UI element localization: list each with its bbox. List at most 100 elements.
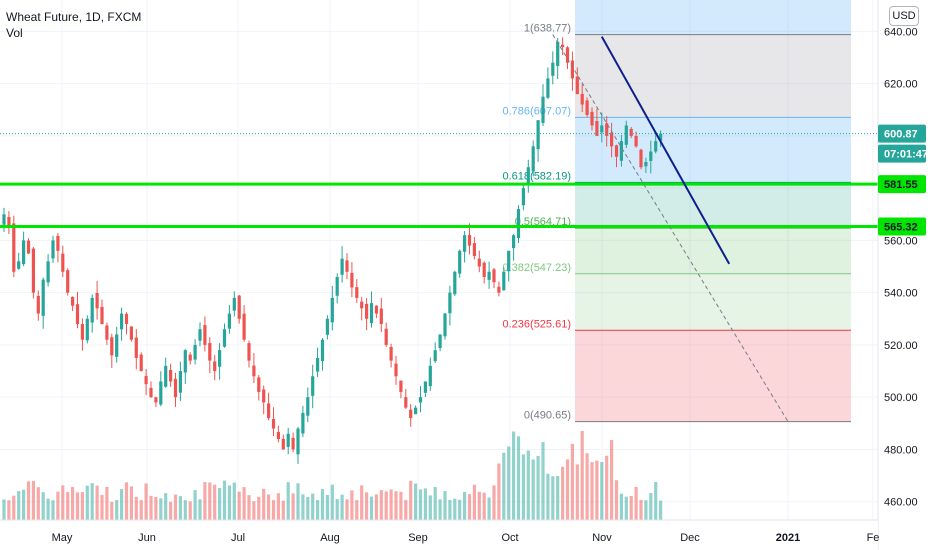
candle-body[interactable]: [345, 260, 349, 272]
candle-body[interactable]: [316, 357, 320, 372]
candle-body[interactable]: [22, 240, 26, 265]
candle-body[interactable]: [639, 149, 643, 168]
candle-body[interactable]: [296, 428, 300, 455]
candle-body[interactable]: [526, 167, 530, 186]
candle-body[interactable]: [414, 407, 418, 415]
candle-body[interactable]: [281, 438, 285, 450]
candle-body[interactable]: [428, 365, 432, 387]
candle-body[interactable]: [374, 305, 378, 314]
candle-body[interactable]: [546, 78, 550, 98]
fib-retracement[interactable]: 1(638.77)0.786(607.07)0.618(582.19)0.5(5…: [503, 0, 852, 423]
candle-body[interactable]: [531, 146, 535, 172]
candle-body[interactable]: [178, 371, 182, 393]
candle-body[interactable]: [17, 261, 21, 269]
candle-body[interactable]: [487, 271, 491, 280]
candle-body[interactable]: [222, 329, 227, 347]
candle-body[interactable]: [252, 365, 256, 377]
candle-body[interactable]: [629, 128, 633, 136]
candle-body[interactable]: [169, 369, 173, 382]
candle-body[interactable]: [56, 235, 60, 251]
candle-body[interactable]: [590, 111, 594, 126]
price-axis[interactable]: 640.00620.00600.00580.00560.00540.00520.…: [877, 0, 932, 550]
candle-body[interactable]: [139, 354, 143, 372]
candle-body[interactable]: [551, 62, 555, 76]
candle-body[interactable]: [575, 76, 579, 95]
candle-body[interactable]: [360, 301, 364, 309]
candle-body[interactable]: [100, 306, 104, 325]
candle-body[interactable]: [384, 328, 388, 345]
candle-body[interactable]: [536, 120, 540, 150]
candle-body[interactable]: [213, 361, 217, 372]
candle-body[interactable]: [31, 248, 35, 293]
candle-body[interactable]: [482, 262, 486, 277]
candle-body[interactable]: [561, 44, 565, 48]
candle-body[interactable]: [507, 250, 511, 272]
candle-body[interactable]: [610, 132, 614, 147]
candle-body[interactable]: [340, 258, 344, 275]
candle-body[interactable]: [12, 223, 16, 272]
candle-body[interactable]: [433, 350, 437, 362]
candle-body[interactable]: [512, 235, 516, 249]
trend-drawings[interactable]: [552, 34, 789, 422]
candle-body[interactable]: [271, 418, 276, 429]
candle-body[interactable]: [463, 235, 467, 252]
candle-body[interactable]: [330, 297, 334, 323]
candle-body[interactable]: [516, 209, 521, 239]
candle-body[interactable]: [173, 378, 178, 398]
candle-body[interactable]: [311, 376, 315, 396]
candle-body[interactable]: [232, 297, 236, 311]
candle-body[interactable]: [105, 325, 109, 340]
candle-body[interactable]: [193, 344, 197, 360]
candle-body[interactable]: [654, 141, 658, 152]
last-price-tag[interactable]: 600.87: [878, 124, 926, 143]
candle-body[interactable]: [115, 334, 119, 357]
candle-body[interactable]: [595, 121, 599, 136]
candle-body[interactable]: [649, 151, 653, 161]
candle-body[interactable]: [159, 381, 163, 405]
candle-body[interactable]: [458, 250, 462, 274]
candle-body[interactable]: [443, 313, 447, 337]
candle-body[interactable]: [541, 96, 545, 123]
candle-body[interactable]: [320, 339, 325, 362]
candle-body[interactable]: [448, 292, 452, 314]
candle-body[interactable]: [90, 297, 94, 323]
candle-body[interactable]: [399, 380, 403, 392]
candle-body[interactable]: [71, 296, 75, 306]
candle-body[interactable]: [350, 272, 354, 288]
candle-body[interactable]: [369, 303, 374, 324]
candle-body[interactable]: [291, 437, 295, 450]
candle-body[interactable]: [85, 318, 89, 341]
candle-body[interactable]: [580, 94, 584, 105]
candle-body[interactable]: [7, 216, 11, 228]
candle-body[interactable]: [467, 235, 472, 246]
candle-body[interactable]: [286, 433, 290, 447]
candle-body[interactable]: [2, 214, 6, 225]
candle-body[interactable]: [600, 125, 604, 133]
candle-body[interactable]: [453, 271, 457, 295]
candle-body[interactable]: [120, 313, 124, 330]
candle-body[interactable]: [164, 365, 168, 387]
candle-body[interactable]: [61, 253, 65, 272]
countdown-tag[interactable]: 07:01:47: [878, 144, 928, 163]
line-price-tag[interactable]: 581.55: [878, 175, 926, 194]
candle-body[interactable]: [80, 324, 84, 340]
candle-body[interactable]: [154, 397, 158, 403]
candle-body[interactable]: [404, 397, 408, 408]
candle-body[interactable]: [521, 188, 525, 206]
candle-body[interactable]: [276, 432, 280, 439]
currency-button[interactable]: USD: [889, 6, 919, 26]
candle-body[interactable]: [110, 337, 114, 356]
candle-body[interactable]: [394, 363, 398, 377]
time-axis[interactable]: May Jun Jul Aug Sep Oct Nov Dec 2021 Fe: [0, 519, 879, 550]
candle-body[interactable]: [497, 286, 501, 293]
candle-body[interactable]: [46, 261, 50, 283]
candle-body[interactable]: [51, 240, 55, 259]
candle-body[interactable]: [134, 337, 138, 358]
candle-body[interactable]: [26, 240, 31, 254]
candle-body[interactable]: [365, 303, 369, 319]
candle-body[interactable]: [409, 409, 413, 419]
candle-body[interactable]: [124, 313, 129, 325]
candle-body[interactable]: [247, 343, 251, 361]
candle-body[interactable]: [237, 295, 241, 319]
